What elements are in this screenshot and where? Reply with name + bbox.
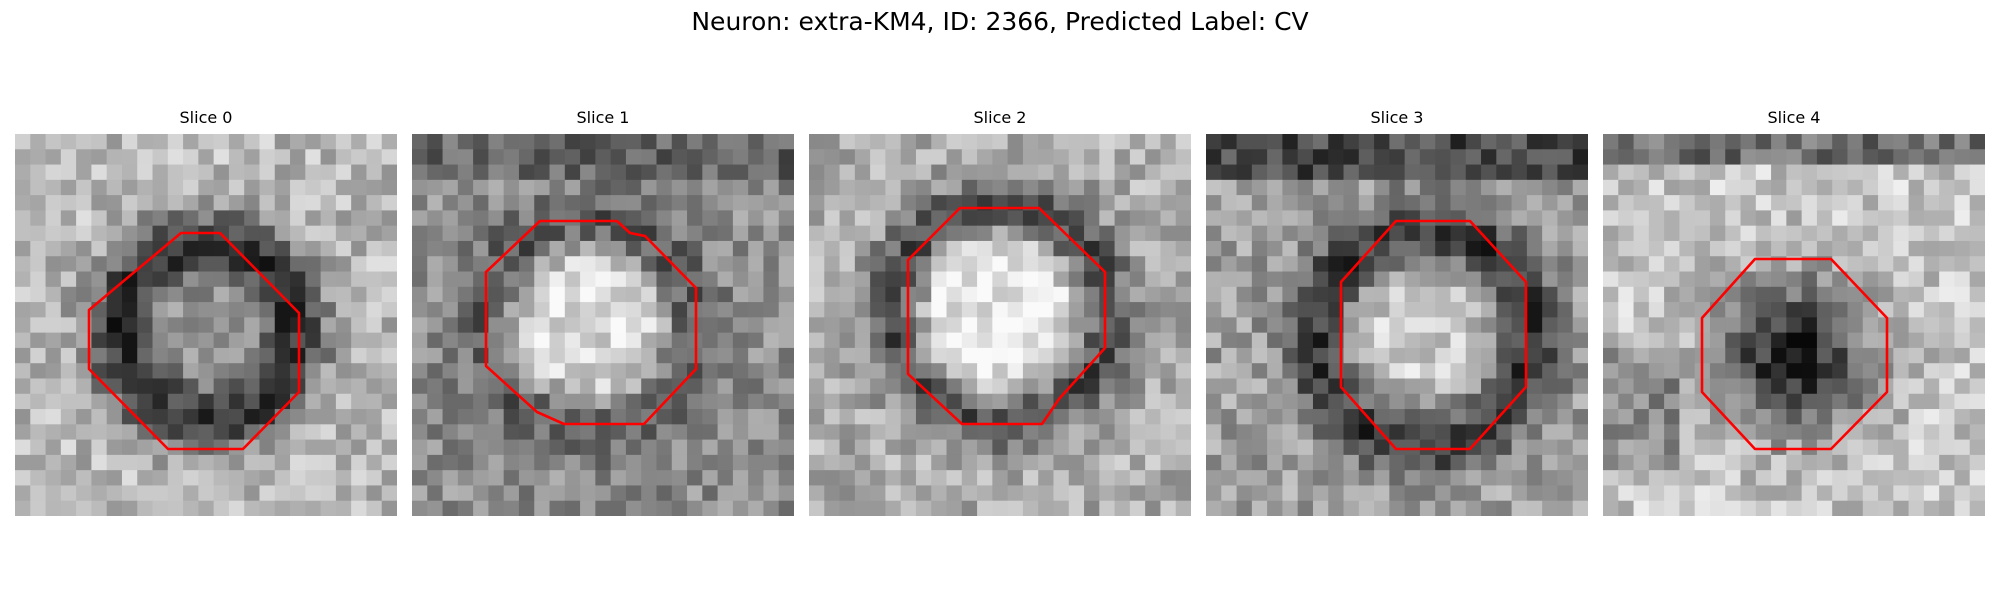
slice-image-2 — [809, 134, 1191, 516]
slice-image-3 — [1206, 134, 1588, 516]
slice-title-1: Slice 1 — [576, 108, 630, 127]
slice-title-2: Slice 2 — [973, 108, 1027, 127]
slice-title-0: Slice 0 — [179, 108, 233, 127]
figure-title: Neuron: extra-KM4, ID: 2366, Predicted L… — [691, 7, 1309, 36]
roi-contour-2 — [906, 206, 1107, 426]
roi-contour-1 — [484, 219, 698, 426]
roi-contour-3 — [1339, 219, 1528, 451]
roi-contour-4 — [1700, 257, 1889, 451]
slice-image-0 — [15, 134, 397, 516]
slice-title-3: Slice 3 — [1370, 108, 1424, 127]
slice-title-4: Slice 4 — [1767, 108, 1821, 127]
slice-image-1 — [412, 134, 794, 516]
roi-contour-0 — [87, 231, 301, 451]
slice-image-4 — [1603, 134, 1985, 516]
